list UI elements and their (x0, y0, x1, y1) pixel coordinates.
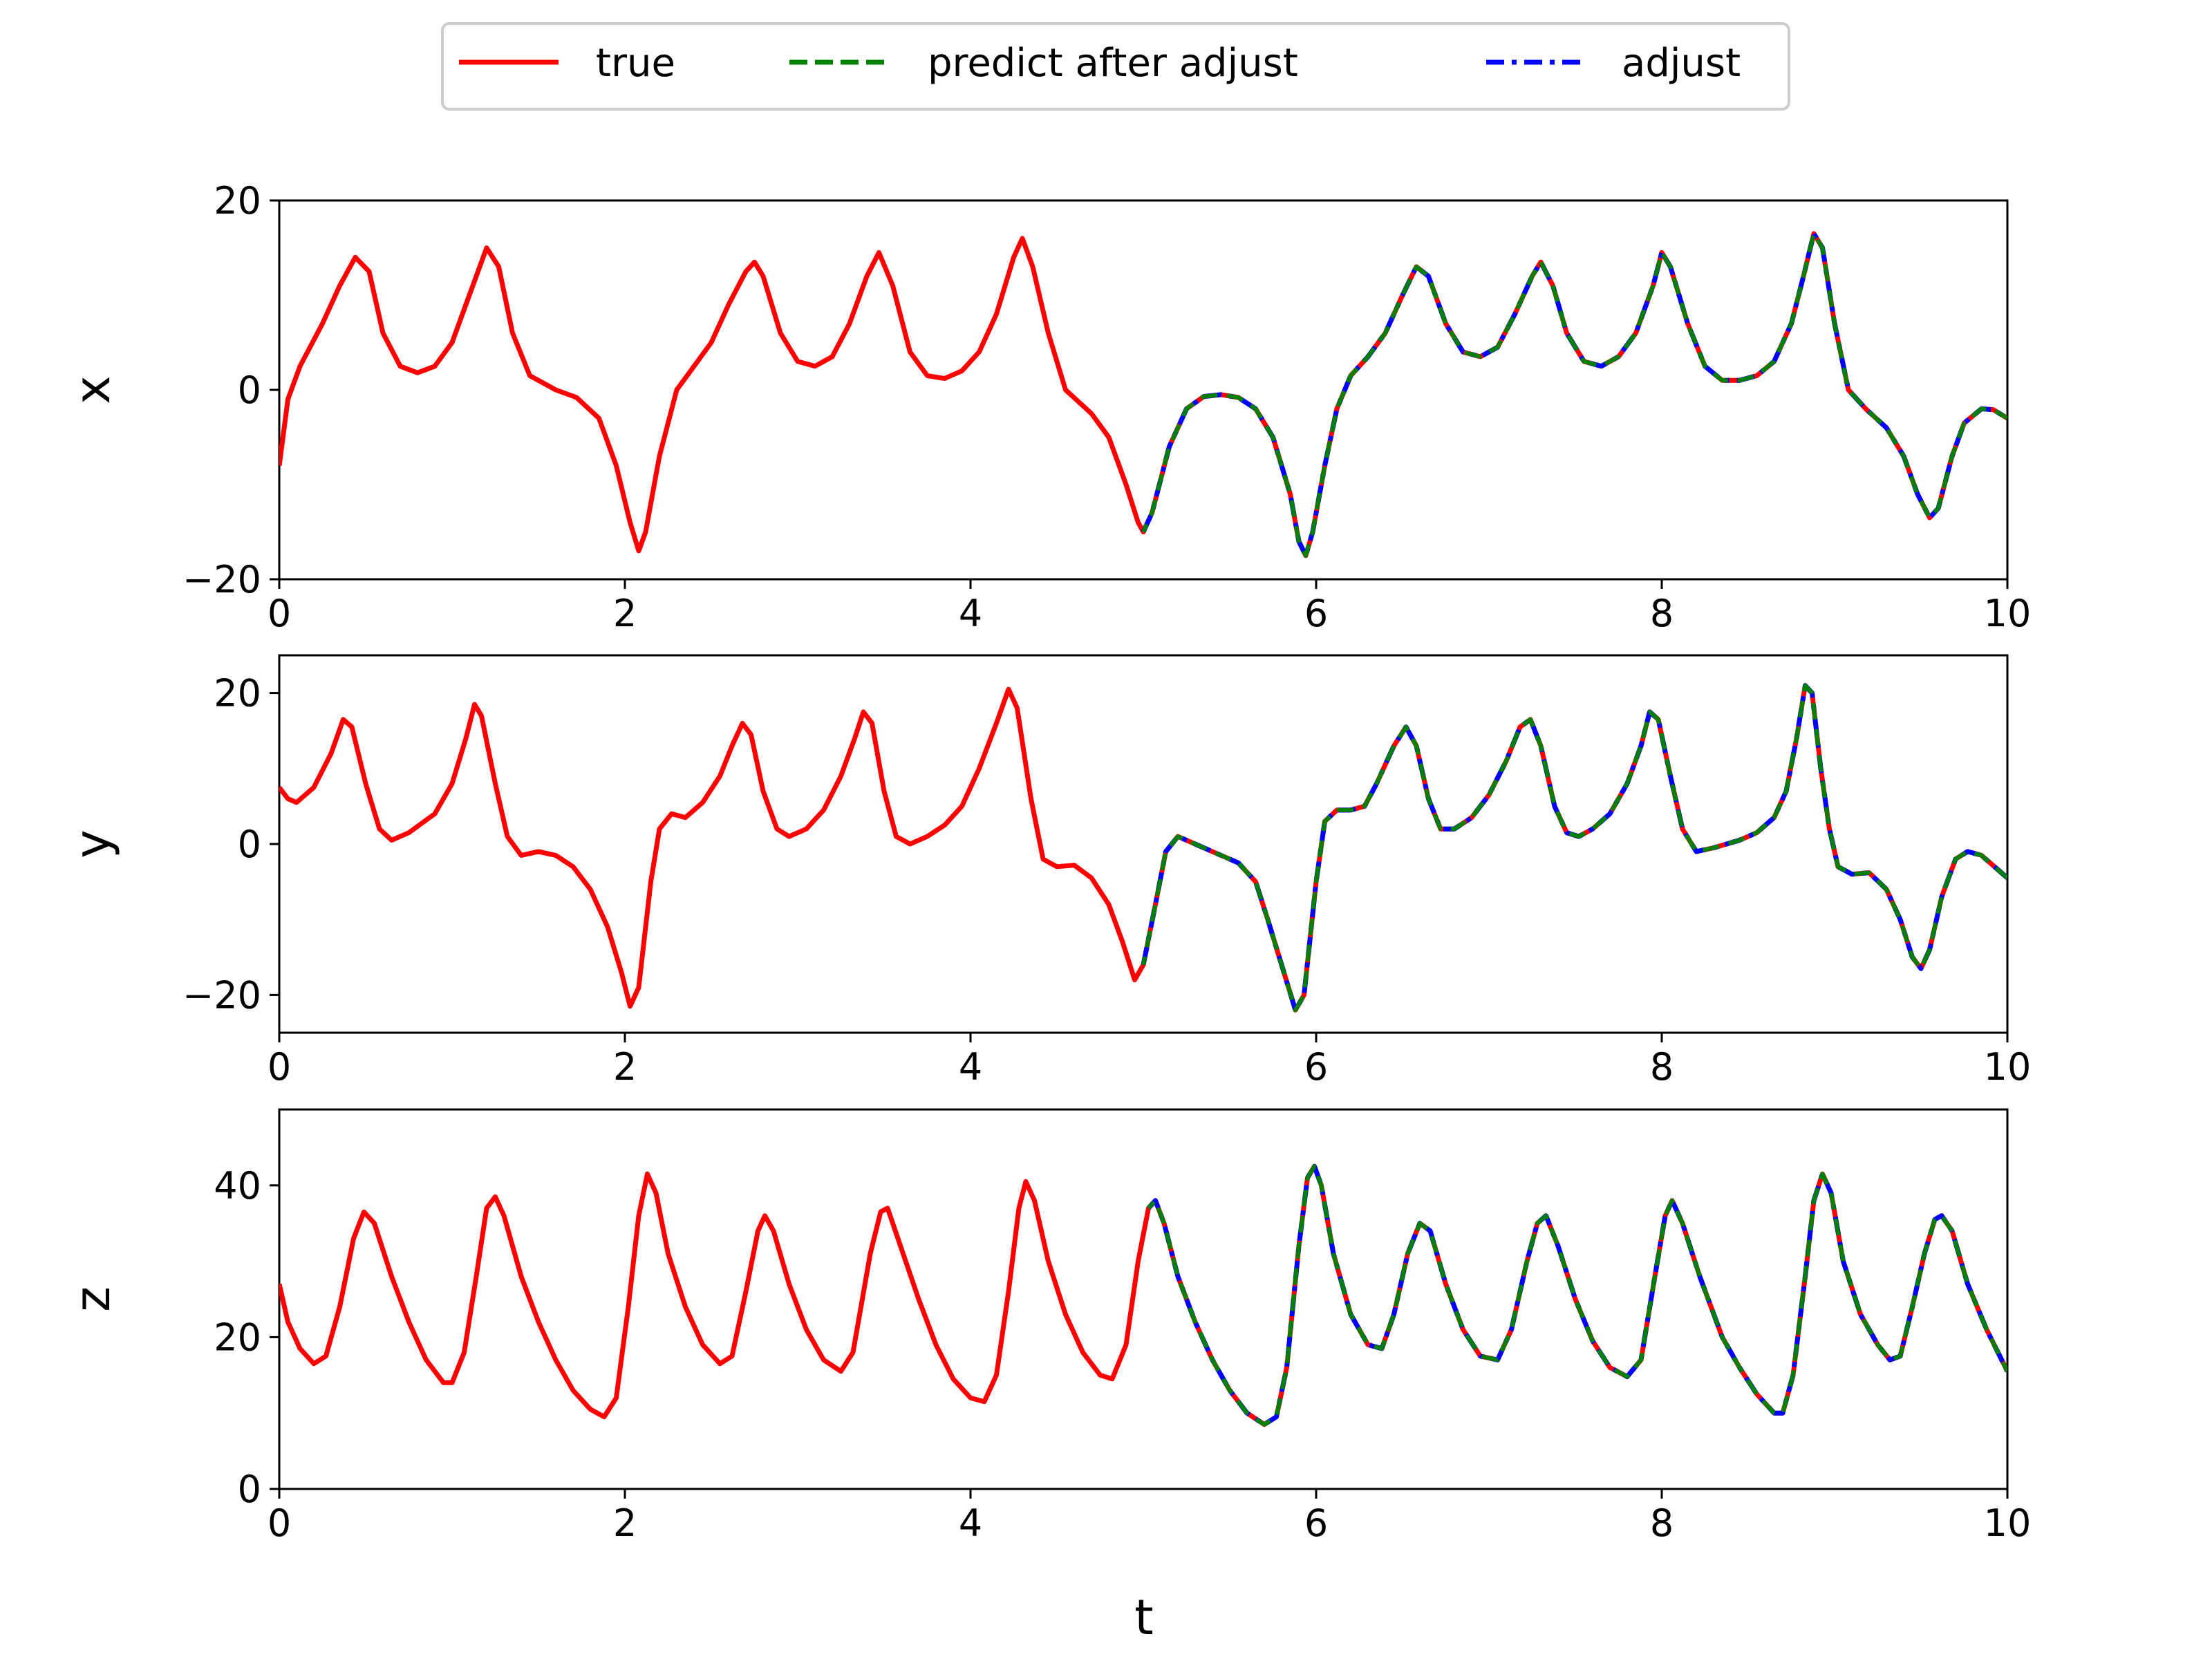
y-x-tick-label: 4 (959, 1045, 982, 1089)
x-x-tick-label: 4 (959, 592, 982, 635)
y-axis-label: y (64, 830, 121, 858)
legend-frame (441, 22, 1790, 111)
x-x-tick-label: 0 (268, 592, 291, 635)
x-axis-label: t (1134, 1589, 1153, 1646)
z-series-adjust (1146, 1163, 2007, 1427)
z-x-tick-label: 10 (1984, 1501, 2032, 1545)
z-y-tick-label: 0 (238, 1468, 261, 1511)
x-x-tick-label: 2 (613, 592, 637, 635)
y-x-tick-label: 6 (1304, 1045, 1328, 1089)
x-series-predict-after-adjust (1141, 231, 2007, 558)
y-y-tick-label: 0 (238, 823, 261, 866)
x-y-tick-label: 0 (238, 368, 261, 412)
z-plot-frame (278, 1108, 2009, 1490)
z-y-tick-label: 40 (214, 1164, 261, 1208)
z-x-tick-label: 6 (1304, 1501, 1328, 1545)
legend: true predict after adjust adjust (441, 22, 1790, 111)
z-x-tick-label: 2 (613, 1501, 637, 1545)
y-x-tick-label: 0 (268, 1045, 291, 1089)
legend-label-predict-after-adjust: predict after adjust (928, 41, 1298, 86)
x-y-tick-label: 20 (214, 179, 261, 223)
z-x-tick-label: 8 (1650, 1501, 1674, 1545)
x-x-tick-label: 10 (1984, 592, 2032, 635)
x-x-tick-label: 6 (1304, 592, 1328, 635)
legend-entry-predict-after-adjust: predict after adjust (789, 41, 1298, 86)
x-x-tick-label: 8 (1650, 592, 1674, 635)
x-axis-label: x (64, 375, 121, 404)
legend-entry-true: true (459, 41, 675, 86)
y-x-tick-label: 10 (1984, 1045, 2032, 1089)
z-axis-label: z (64, 1286, 121, 1312)
y-series-predict-after-adjust (1141, 683, 2007, 1013)
y-y-tick-label: 20 (214, 672, 261, 715)
z-series-predict-after-adjust (1147, 1164, 2007, 1427)
x-series-group (279, 231, 2007, 559)
z-x-tick-label: 4 (959, 1501, 982, 1545)
legend-entry-adjust: adjust (1486, 41, 1741, 86)
y-x-tick-label: 2 (613, 1045, 637, 1089)
legend-label-adjust: adjust (1622, 41, 1741, 86)
y-y-tick-label: −20 (182, 973, 261, 1017)
y-series-group (279, 683, 2007, 1013)
x-y-tick-label: −20 (182, 558, 261, 601)
z-y-tick-label: 20 (214, 1315, 261, 1359)
z-x-tick-label: 0 (268, 1501, 291, 1545)
z-panel: 0 2 4 6 8 10 40 20 0 z (64, 1108, 2032, 1545)
legend-label-true: true (596, 41, 675, 86)
z-series-group (279, 1163, 2007, 1427)
y-x-tick-label: 8 (1650, 1045, 1674, 1089)
